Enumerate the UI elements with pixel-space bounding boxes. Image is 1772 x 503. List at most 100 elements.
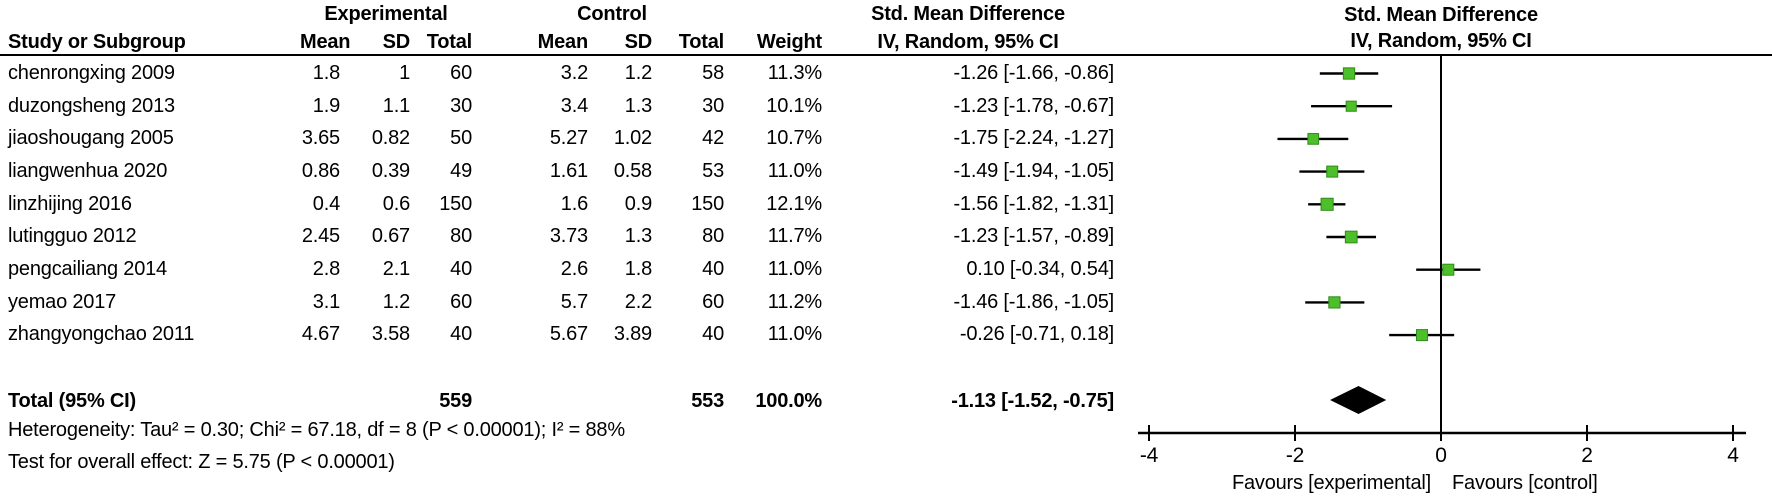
experimental-mean: 0.86 (301, 159, 340, 182)
study-label: yemao 2017 (8, 290, 117, 313)
study-label: chenrongxing 2009 (8, 61, 175, 84)
column-header-weight: Weight (756, 31, 822, 53)
experimental-sd: 1.1 (382, 94, 410, 117)
control-total: 58 (702, 61, 724, 84)
experimental-sd: 0.6 (382, 192, 410, 215)
experimental-total: 40 (450, 323, 472, 346)
smd-column-header: Std. Mean Difference (871, 3, 1065, 25)
effect-square (1442, 263, 1455, 276)
control-sd: 3.89 (613, 323, 652, 346)
axis-tick-label: 2 (1581, 444, 1592, 467)
control-mean: 3.2 (560, 61, 588, 84)
control-sd: 2.2 (624, 290, 652, 313)
smd-ci-text: -0.26 [-0.71, 0.18] (959, 323, 1114, 346)
effect-square (1416, 329, 1429, 342)
smd-ci-text: -1.26 [-1.66, -0.86] (953, 61, 1114, 84)
column-header-total-experimental: Total (426, 31, 472, 53)
experimental-sd: 1.2 (382, 290, 410, 313)
experimental-total: 49 (450, 159, 472, 182)
axis-tick-label: -2 (1286, 444, 1304, 467)
experimental-total: 80 (450, 225, 472, 248)
control-sd: 1.3 (624, 94, 652, 117)
control-mean: 3.73 (549, 225, 588, 248)
column-header-sd-control: SD (624, 31, 653, 53)
total-label: Total (95% CI) (8, 390, 136, 412)
effect-square (1326, 165, 1339, 178)
column-header-row: Study or Subgroup Mean SD Total Mean SD … (0, 28, 1114, 54)
column-header-mean-control: Mean (537, 31, 589, 53)
experimental-sd: 2.1 (382, 258, 410, 281)
group-header-control: Control (577, 3, 647, 25)
table-row: chenrongxing 2009 1.8 1 60 3.2 1.2 58 11.3% -1.2… (0, 57, 1114, 90)
control-sd: 1.02 (613, 127, 652, 150)
weight-value: 11.0% (767, 258, 822, 281)
column-header-mean-experimental: Mean (300, 31, 351, 53)
experimental-mean: 2.8 (312, 258, 340, 281)
control-total: 150 (691, 192, 724, 215)
smd-ci-text: -1.56 [-1.82, -1.31] (953, 192, 1114, 215)
control-mean: 1.6 (560, 192, 588, 215)
favours-left-label: Favours [experimental] (1232, 472, 1431, 494)
effect-square (1320, 197, 1334, 211)
study-label: liangwenhua 2020 (8, 159, 168, 182)
effect-square (1307, 133, 1320, 145)
experimental-mean: 3.1 (312, 290, 340, 313)
overall-effect-note: Test for overall effect: Z = 5.75 (P < 0… (8, 451, 395, 473)
total-ci-text: -1.13 [-1.52, -0.75] (951, 390, 1114, 412)
control-total: 60 (702, 290, 724, 313)
table-row: jiaoshougang 2005 3.65 0.82 50 5.27 1.02 42 10.… (0, 122, 1114, 155)
plot-header-line2: IV, Random, 95% CI (1350, 30, 1531, 52)
control-mean: 1.61 (549, 159, 588, 182)
column-header-study: Study or Subgroup (8, 31, 186, 53)
smd-ci-text: -1.75 [-2.24, -1.27] (953, 127, 1114, 150)
header-divider (0, 54, 1772, 56)
control-total: 40 (702, 323, 724, 346)
smd-ci-text: 0.10 [-0.34, 0.54] (966, 258, 1114, 281)
experimental-sd: 0.82 (371, 127, 410, 150)
experimental-mean: 4.67 (301, 323, 340, 346)
table-row: lutingguo 2012 2.45 0.67 80 3.73 1.3 80 11.7% -1… (0, 221, 1114, 254)
experimental-mean: 2.45 (301, 225, 340, 248)
weight-value: 11.2% (767, 290, 822, 313)
column-header-total-control: Total (678, 31, 724, 53)
control-mean: 3.4 (560, 94, 588, 117)
total-control-n: 553 (691, 390, 724, 412)
axis-tick-label: -4 (1140, 444, 1159, 467)
experimental-mean: 0.4 (312, 192, 340, 215)
effect-square (1342, 67, 1356, 80)
experimental-total: 30 (450, 94, 472, 117)
effect-square (1344, 230, 1358, 244)
control-mean: 2.6 (560, 258, 588, 281)
control-mean: 5.27 (549, 127, 588, 150)
column-header-sd-experimental: SD (382, 31, 411, 53)
study-label: jiaoshougang 2005 (8, 127, 174, 150)
study-label: linzhijing 2016 (8, 192, 132, 215)
experimental-sd: 0.67 (371, 225, 410, 248)
control-sd: 1.3 (624, 225, 652, 248)
favours-right-label: Favours [control] (1452, 472, 1598, 494)
control-total: 53 (702, 159, 724, 182)
control-total: 42 (702, 127, 724, 150)
axis-tick-label: 4 (1727, 444, 1739, 467)
weight-value: 10.7% (766, 127, 822, 150)
experimental-sd: 3.58 (371, 323, 410, 346)
control-sd: 0.58 (613, 159, 652, 182)
experimental-total: 60 (450, 61, 472, 84)
table-row: liangwenhua 2020 0.86 0.39 49 1.61 0.58 53 11.0… (0, 155, 1114, 188)
experimental-total: 150 (439, 192, 472, 215)
control-total: 30 (702, 94, 724, 117)
table-row: duzongsheng 2013 1.9 1.1 30 3.4 1.3 30 10.1% -1.… (0, 90, 1114, 123)
study-label: duzongsheng 2013 (8, 94, 175, 117)
experimental-mean: 1.9 (312, 94, 340, 117)
total-row: Total (95% CI) 559 553 100.0% -1.13 [-1.… (0, 385, 1114, 418)
forest-plot-panel: Std. Mean Difference IV, Random, 95% CI -4… (1138, 4, 1746, 494)
axis-tick-label: 0 (1435, 444, 1446, 467)
experimental-sd: 0.39 (371, 159, 410, 182)
weight-value: 11.0% (767, 323, 822, 346)
experimental-sd: 1 (399, 61, 410, 84)
weight-value: 12.1% (766, 192, 822, 215)
control-total: 40 (702, 258, 724, 281)
control-mean: 5.67 (549, 323, 588, 346)
study-label: zhangyongchao 2011 (8, 323, 195, 346)
smd-ci-text: -1.23 [-1.78, -0.67] (953, 94, 1114, 117)
